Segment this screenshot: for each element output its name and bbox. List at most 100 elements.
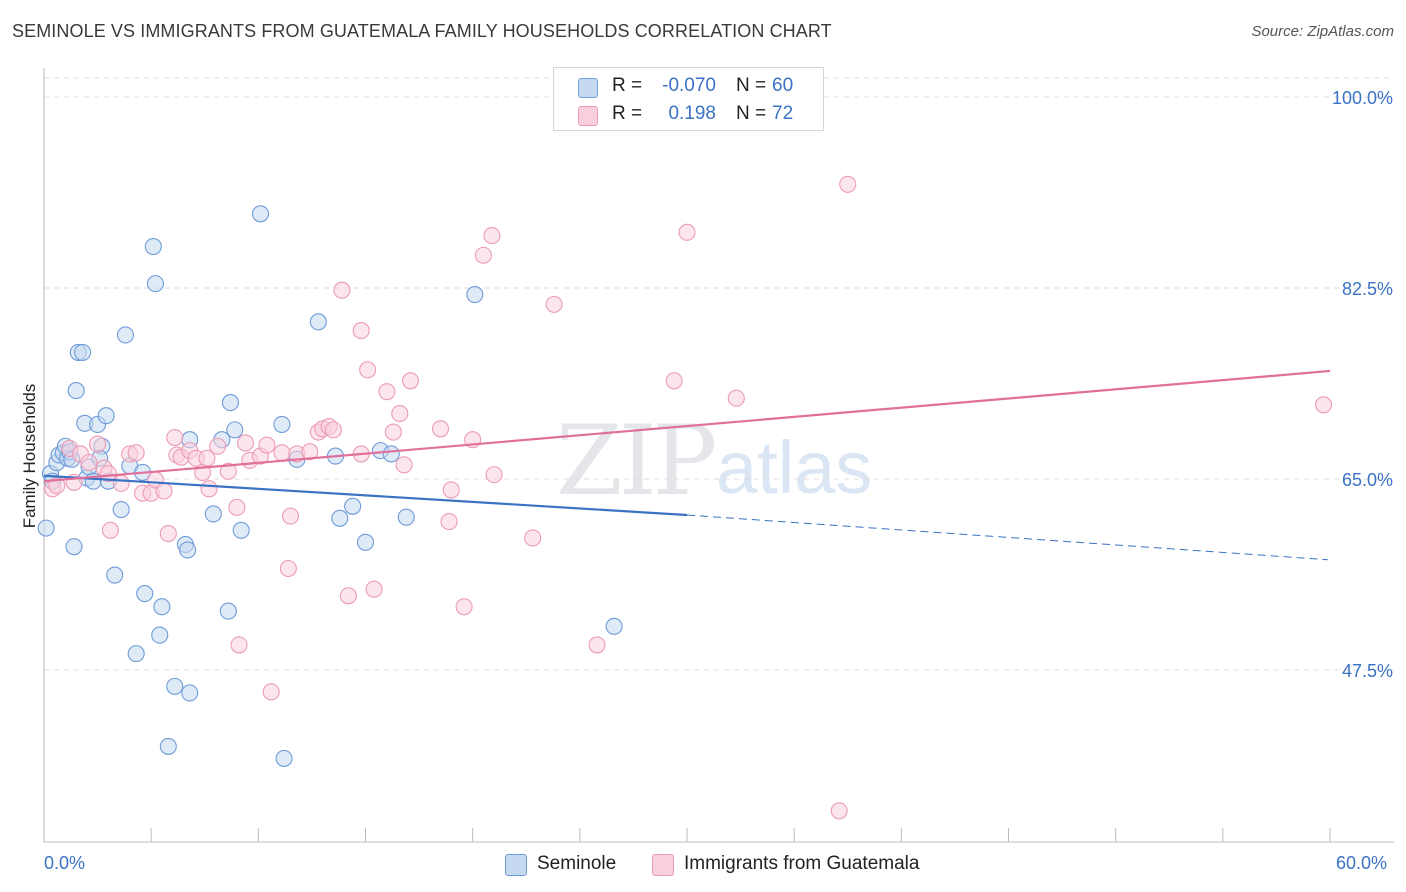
correlation-legend: R = -0.070 N = 60 R = 0.198 N = 72 [553,67,824,131]
seminole-point [466,285,484,304]
guatemala-point [483,227,501,245]
seminole-point [382,445,400,463]
seminole-trend-extension [686,514,1328,561]
seminole-point [116,326,134,344]
seminole-point [112,501,130,519]
guatemala-point [391,404,409,423]
seminole-point [356,533,375,551]
guatemala-point [262,683,280,701]
seminole-point [146,275,165,293]
legend-row-guatemala: R = 0.198 N = 72 [554,100,823,128]
x-tick-label-max: 60.0% [1336,853,1388,873]
guatemala-point [301,443,319,461]
y-axis-label: Family Households [20,383,39,529]
guatemala-point [339,587,357,605]
r-value: 0.198 [668,103,716,124]
x-tick-label-min: 0.0% [44,853,86,873]
seminole-point [151,626,169,644]
guatemala-point [166,428,184,447]
chart-title: SEMINOLE VS IMMIGRANTS FROM GUATEMALA FA… [12,21,832,41]
guatemala-point [159,525,177,543]
seminole-point [309,313,327,331]
guatemala-point [485,466,503,484]
seminole-point [331,509,349,527]
guatemala-point [442,481,460,499]
guatemala-point [209,437,227,455]
guatemala-point [273,444,291,462]
seminole-point [144,237,162,256]
guatemala-point [89,435,107,453]
guatemala-point [155,482,173,500]
seminole-point [221,394,240,412]
guatemala-point [200,480,218,498]
guatemala-point [365,580,383,598]
guatemala-point [384,423,402,441]
y-tick-label: 82.5% [1342,279,1393,299]
seminole-point [232,521,250,539]
seminole-point [251,205,270,223]
seminole-point [605,617,623,635]
seminole-point [226,421,244,439]
guatemala-point [830,802,848,820]
seminole-point [204,505,222,523]
r-value: -0.070 [662,75,716,96]
guatemala-point [395,456,413,474]
guatemala-point [80,454,98,472]
guatemala-swatch [578,106,598,126]
seminole-point [344,497,362,515]
guatemala-point [665,372,683,390]
source-label: Source: ZipAtlas.com [1251,23,1394,40]
seminole-point [273,415,291,433]
guatemala-point [236,434,255,452]
guatemala-point [219,462,237,480]
seminole-point [166,677,184,695]
seminole-point [275,749,293,767]
guatemala-point [431,420,450,438]
series-legend: Seminole Immigrants from Guatemala [0,853,1406,877]
n-value: 72 [772,103,794,124]
guatemala-point [112,474,130,492]
guatemala-point [258,436,276,454]
seminole-swatch [578,78,598,98]
seminole-point [136,585,154,603]
guatemala-point [333,281,351,299]
guatemala-point [440,513,458,531]
seminole-point [153,598,171,616]
legend-row-seminole: R = -0.070 N = 60 [554,72,823,100]
r-label: R = [612,103,643,124]
n-label: N = [736,103,767,124]
seminole-point [181,684,199,702]
seminole-trend-line [43,474,688,517]
guatemala-point [378,383,396,401]
guatemala-point [352,322,370,340]
guatemala-point [401,372,420,390]
guatemala-point [678,223,696,241]
guatemala-point [727,389,745,407]
guatemala-point [588,636,606,654]
watermark-zip: ZIP [556,405,717,517]
n-label: N = [736,75,767,96]
seminole-point [179,541,197,559]
watermark-atlas: atlas [716,426,873,509]
seminole-point [97,407,115,425]
seminole-point [37,519,55,537]
guatemala-point [281,507,300,525]
guatemala-point [279,559,297,578]
seminole-legend-swatch [505,854,527,876]
y-tick-label: 65.0% [1342,470,1393,490]
guatemala-point [99,464,117,483]
r-label: R = [612,75,643,96]
guatemala-trend-line [43,369,1331,483]
n-value: 60 [772,75,794,96]
legend-label-guatemala: Immigrants from Guatemala [684,853,920,874]
seminole-point [219,602,237,620]
seminole-point [397,508,415,526]
guatemala-point [101,521,119,539]
guatemala-point [1315,396,1333,414]
seminole-point [106,566,124,584]
guatemala-point [455,598,473,616]
seminole-point [67,382,85,400]
guatemala-legend-swatch [652,854,674,876]
guatemala-point [359,361,377,379]
guatemala-point [474,246,492,264]
